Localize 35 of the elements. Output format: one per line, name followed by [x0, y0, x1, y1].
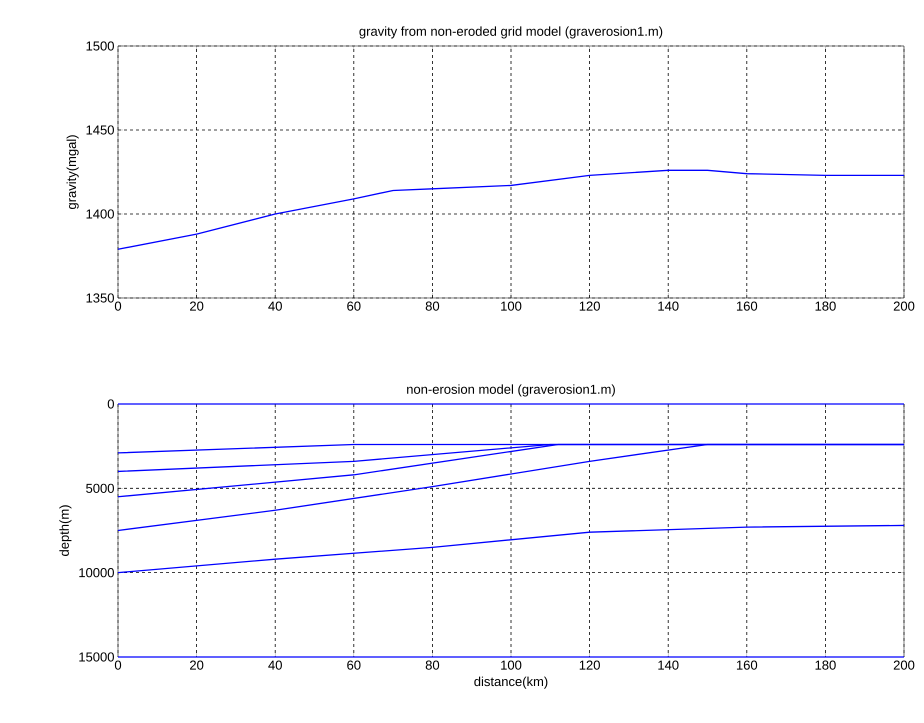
x-tick-label: 40: [268, 302, 282, 311]
x-tick-label: 100: [501, 660, 522, 670]
x-tick-label: 80: [426, 660, 440, 670]
x-tick-label: 140: [658, 302, 679, 311]
x-tick-label: 80: [426, 302, 440, 311]
x-tick-label: 120: [580, 302, 600, 311]
chart-title: non-erosion model (graverosion1.m): [407, 384, 615, 396]
x-tick-label: 180: [816, 660, 836, 670]
x-tick-label: 20: [190, 302, 204, 311]
x-tick-label: 160: [736, 302, 758, 311]
x-tick-label: 120: [580, 660, 600, 670]
x-tick-label: 200: [894, 660, 914, 670]
y-tick-label: 5000: [86, 484, 114, 493]
y-tick-label: 1400: [86, 209, 114, 219]
y-tick-label: 10000: [79, 568, 114, 578]
y-tick-label: 1450: [86, 125, 114, 135]
x-tick-label: 60: [347, 660, 361, 670]
x-tick-label: 100: [501, 302, 522, 311]
chart-title: gravity from non-eroded grid model (graverosion1.m): [359, 26, 662, 38]
y-tick-label: 15000: [79, 652, 114, 662]
x-tick-label: 20: [190, 660, 204, 670]
y-tick-label: 1350: [86, 293, 114, 303]
x-tick-label: 60: [347, 302, 361, 311]
y-axis-title: gravity(mgal): [66, 135, 79, 210]
x-tick-label: 40: [268, 660, 282, 670]
y-tick-label: 0: [108, 399, 114, 409]
x-tick-label: 160: [736, 660, 758, 670]
x-tick-label: 0: [114, 660, 122, 670]
y-tick-label: 1500: [86, 41, 114, 51]
x-tick-label: 180: [816, 302, 836, 311]
x-tick-label: 200: [894, 302, 914, 311]
x-tick-label: 140: [658, 660, 679, 670]
y-axis-title: depth(m): [59, 505, 72, 556]
x-tick-label: 0: [114, 302, 122, 311]
x-axis-title: distance(km): [474, 676, 548, 689]
